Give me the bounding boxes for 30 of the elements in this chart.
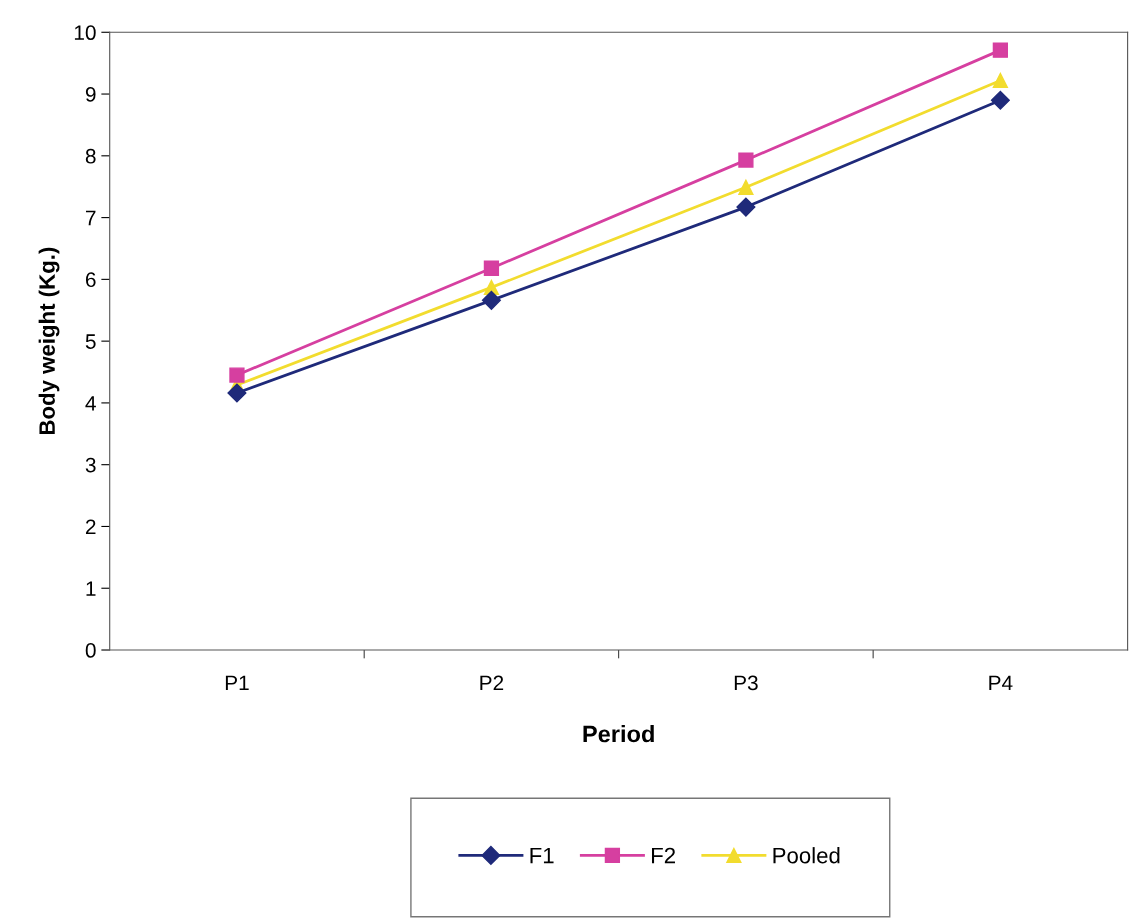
x-axis-title: Period (583, 724, 654, 743)
legend-label: F1 (530, 847, 554, 864)
x-tick-label: P3 (734, 675, 758, 691)
point (229, 367, 245, 383)
point (481, 290, 501, 310)
y-tick-label: 2 (85, 519, 96, 535)
point (227, 383, 247, 403)
y-tick-label: 0 (85, 643, 96, 658)
y-tick-label: 9 (85, 87, 96, 102)
y-tick-label: 5 (85, 334, 96, 349)
legend-label: Pooled (773, 847, 840, 864)
y-axis-title: Body weight (Kg.) (38, 247, 60, 435)
y-tick-label: 10 (74, 25, 96, 41)
point (990, 90, 1010, 110)
point (738, 152, 754, 168)
legend-label: F2 (652, 847, 675, 864)
y-tick-label: 8 (85, 148, 96, 164)
x-tick-label: P1 (225, 675, 249, 691)
point (736, 197, 756, 217)
point (992, 42, 1009, 58)
y-tick-label: 7 (85, 210, 96, 226)
x-tick-label: P4 (989, 675, 1013, 691)
y-tick-label: 3 (85, 457, 96, 473)
point (992, 72, 1009, 89)
point (738, 179, 754, 195)
y-tick-label: 4 (85, 396, 96, 411)
point (483, 260, 500, 276)
y-tick-label: 1 (86, 581, 96, 596)
y-tick-label: 6 (85, 272, 96, 288)
x-tick-label: P2 (480, 675, 504, 691)
